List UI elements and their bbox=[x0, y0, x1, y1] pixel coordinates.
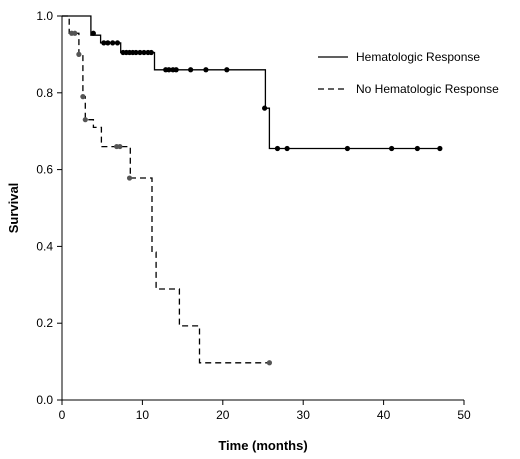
x-tick-label: 40 bbox=[377, 408, 391, 422]
x-tick-label: 50 bbox=[457, 408, 471, 422]
censor-point-hematologic-response bbox=[437, 145, 443, 152]
censor-point-hematologic-response bbox=[262, 105, 268, 111]
legend-label-no-hematologic-response: No Hematologic Response bbox=[356, 82, 499, 96]
censor-point-hematologic-response bbox=[148, 49, 154, 56]
censor-point-hematologic-response bbox=[114, 40, 121, 46]
censor-point-no-hematologic-response bbox=[76, 51, 82, 58]
censor-point-no-hematologic-response bbox=[80, 94, 86, 100]
censor-point-no-hematologic-response bbox=[72, 30, 78, 36]
censor-point-no-hematologic-response bbox=[117, 143, 123, 150]
censor-point-hematologic-response bbox=[141, 49, 147, 56]
x-tick-label: 0 bbox=[59, 408, 66, 422]
y-tick-label: 1.0 bbox=[36, 9, 53, 23]
y-tick-label: 0.6 bbox=[36, 163, 53, 177]
x-ticks: 0 10 20 30 40 50 bbox=[59, 400, 471, 422]
censor-point-hematologic-response bbox=[137, 49, 143, 56]
censor-point-no-hematologic-response bbox=[126, 175, 133, 181]
censor-point-hematologic-response bbox=[284, 145, 290, 152]
legend: Hematologic Response No Hematologic Resp… bbox=[318, 50, 499, 96]
censor-point-no-hematologic-response bbox=[266, 360, 273, 366]
censor-point-hematologic-response bbox=[274, 145, 281, 152]
censor-point-hematologic-response bbox=[105, 40, 111, 46]
censor-point-hematologic-response bbox=[389, 145, 395, 152]
censor-point-no-hematologic-response bbox=[82, 117, 88, 123]
censor-point-hematologic-response bbox=[414, 145, 420, 152]
x-tick-label: 20 bbox=[216, 408, 230, 422]
censor-point-hematologic-response bbox=[133, 49, 139, 56]
censor-point-hematologic-response bbox=[90, 30, 96, 36]
censor-point-hematologic-response bbox=[166, 67, 172, 73]
y-axis-title: Survival bbox=[6, 183, 21, 234]
censor-point-hematologic-response bbox=[224, 67, 230, 73]
x-tick-label: 30 bbox=[297, 408, 311, 422]
censor-point-hematologic-response bbox=[101, 40, 107, 46]
censor-point-hematologic-response bbox=[344, 145, 351, 152]
axes bbox=[61, 16, 464, 401]
y-tick-label: 0.0 bbox=[36, 393, 53, 407]
censor-point-hematologic-response bbox=[110, 40, 116, 46]
x-tick-label: 10 bbox=[136, 408, 150, 422]
y-tick-label: 0.4 bbox=[36, 239, 53, 253]
y-ticks: 0.0 0.2 0.4 0.6 0.8 1.0 bbox=[36, 9, 62, 407]
censor-point-hematologic-response bbox=[203, 67, 209, 73]
y-tick-label: 0.2 bbox=[36, 316, 53, 330]
censor-point-hematologic-response bbox=[173, 67, 179, 73]
series-layer bbox=[62, 15, 443, 366]
legend-label-hematologic-response: Hematologic Response bbox=[356, 50, 480, 64]
x-axis-title: Time (months) bbox=[218, 438, 307, 453]
y-tick-label: 0.8 bbox=[36, 86, 53, 100]
censor-point-hematologic-response bbox=[188, 67, 194, 73]
